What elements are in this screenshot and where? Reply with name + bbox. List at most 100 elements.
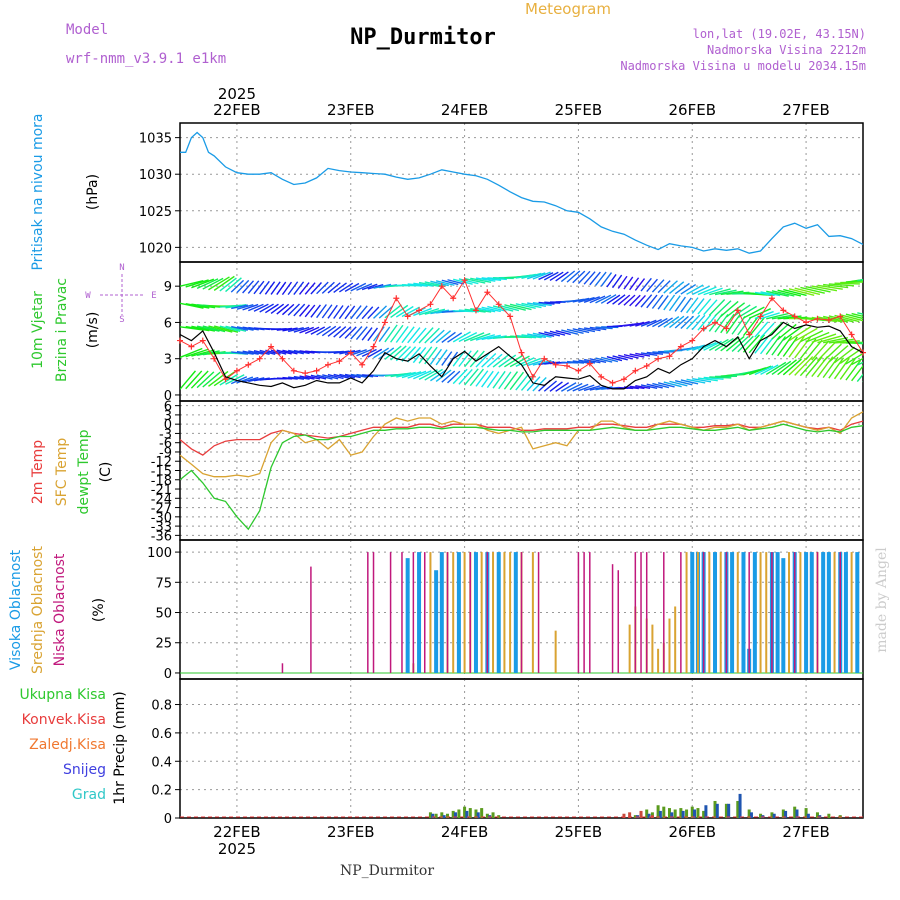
cloud-low-bar [389, 552, 392, 673]
wind-arrow [634, 294, 646, 307]
wind-arrow [635, 384, 651, 389]
precipitation-ytick-label: 0.4 [151, 755, 172, 770]
temperature-ytick-label: -3 [159, 427, 172, 442]
wind-arrow [794, 287, 821, 296]
gust-marker [347, 349, 354, 356]
wind-arrow [435, 369, 452, 383]
wind-arrow [742, 316, 759, 337]
wind-arrow [236, 304, 254, 310]
wind-arrow [304, 282, 316, 295]
wind-arrow [612, 294, 626, 305]
wind-arrow [231, 351, 249, 355]
wind-arrow [373, 305, 387, 319]
wind-arrow [282, 349, 298, 355]
wind-arrow [413, 307, 432, 317]
temperature-ytick-label: -30 [151, 511, 172, 526]
wind-arrow [760, 322, 775, 339]
cloud-high-bar [804, 552, 809, 673]
wind-arrow [481, 370, 494, 388]
wind-arrow [378, 305, 394, 319]
wind-arrow [298, 304, 310, 317]
compass-rose: N S W E [85, 263, 156, 325]
precip-bar [431, 813, 435, 818]
wind-arrow [475, 370, 489, 387]
wind-arrow [601, 356, 619, 363]
wind-arrow [823, 283, 849, 289]
cloud-low-bar [520, 552, 523, 673]
cloud-low-bar [583, 552, 585, 673]
wind-arrow [316, 325, 331, 336]
precip-bar [784, 810, 788, 818]
wind-arrow [196, 371, 215, 389]
wind-arrow [361, 306, 374, 320]
wind-arrow [452, 368, 468, 385]
gust-marker [404, 313, 411, 320]
wind-arrow [355, 326, 368, 341]
wind-arrow [242, 280, 255, 294]
wind-arrow [800, 286, 825, 294]
precip-bar [451, 810, 455, 818]
wind-arrow [839, 348, 862, 364]
wind-arrow [202, 325, 226, 333]
wind-arrow [475, 277, 496, 282]
wind-arrow [851, 364, 863, 382]
wind-arrow [316, 374, 333, 380]
wind-arrow [862, 364, 863, 366]
cloud-low-bar [634, 552, 637, 673]
wind-arrow [657, 295, 669, 310]
wind-arrow [856, 373, 863, 382]
gust-marker [541, 355, 548, 362]
wind-arrow [470, 332, 491, 342]
top-date-label: 22FEB [213, 101, 260, 119]
wind-arrow [578, 296, 595, 303]
wind-ytick-label: 9 [164, 280, 172, 295]
wind-arrow [231, 304, 249, 310]
precip-bar [480, 808, 484, 818]
wind-arrow [458, 331, 478, 343]
wind-arrow [822, 356, 839, 379]
precip-bar [770, 812, 774, 818]
wind-arrow [202, 371, 221, 388]
wind-arrow [219, 325, 241, 332]
wind-arrow [589, 358, 607, 364]
temperature-ytick-label: -33 [151, 520, 172, 535]
precip-legend-4: Grad [72, 787, 106, 803]
precip-bar [827, 813, 831, 818]
cloud-mid-bar [531, 552, 534, 673]
gust-marker [746, 331, 753, 338]
wind-arrow [663, 294, 676, 311]
gust-marker [609, 379, 616, 386]
cloud-high-bar [855, 552, 860, 673]
cloud-low-bar [401, 552, 403, 673]
wind-arrow [606, 273, 617, 288]
wind-arrow [703, 287, 723, 296]
wind-arrow [862, 381, 863, 383]
wind-arrow [640, 277, 652, 292]
wind-arrow [481, 306, 501, 313]
cloud-mid-bar [799, 552, 802, 673]
wind-arrow [611, 274, 623, 289]
wind-arrow [293, 349, 310, 355]
wind-arrow [316, 304, 327, 319]
wind-arrow [532, 301, 552, 307]
wind-arrow [180, 370, 197, 390]
wind-arrow [401, 371, 422, 379]
wind-arrow [817, 284, 843, 290]
wind-arrow [475, 334, 496, 341]
cloud-mid-bar [509, 552, 512, 673]
precip-bar [804, 808, 808, 818]
gust-marker [620, 376, 627, 383]
wind-arrow [521, 302, 542, 309]
wind-arrow [521, 334, 542, 339]
top-date-label: 26FEB [669, 101, 716, 119]
wind-arrow [293, 375, 310, 380]
gust-marker [689, 337, 696, 344]
wind-arrow [640, 294, 653, 308]
wind-arrow [509, 303, 532, 311]
wind-arrow [760, 291, 781, 297]
gust-marker [848, 331, 855, 338]
wind-arrow [350, 373, 368, 378]
wind-arrow [299, 326, 315, 334]
wind-arrow [823, 336, 848, 344]
